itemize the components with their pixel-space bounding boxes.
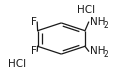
Text: HCl: HCl bbox=[8, 59, 26, 69]
Text: 2: 2 bbox=[104, 50, 108, 59]
Text: F: F bbox=[31, 17, 37, 27]
Text: 2: 2 bbox=[104, 21, 108, 30]
Text: HCl: HCl bbox=[77, 5, 95, 15]
Text: NH: NH bbox=[90, 46, 105, 56]
Text: NH: NH bbox=[90, 17, 105, 27]
Text: F: F bbox=[31, 46, 37, 56]
